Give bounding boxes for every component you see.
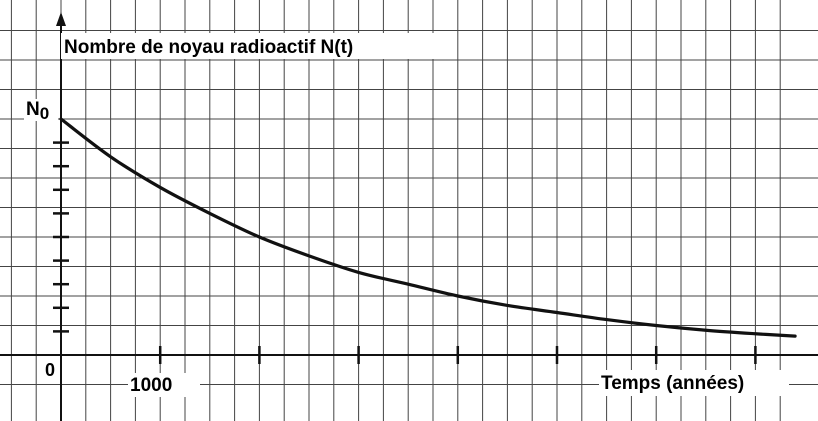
y-tick-label-n0: N0 — [26, 99, 49, 123]
x-tick-label-1000: 1000 — [130, 375, 172, 396]
ticks — [53, 141, 757, 364]
y-axis-label: Nombre de noyau radioactif N(t) — [64, 37, 353, 58]
series-line — [59, 117, 797, 338]
y-axis-arrow — [56, 12, 66, 26]
axes — [0, 12, 818, 421]
x-axis-label: Temps (années) — [601, 373, 744, 394]
origin-label: 0 — [45, 360, 55, 380]
